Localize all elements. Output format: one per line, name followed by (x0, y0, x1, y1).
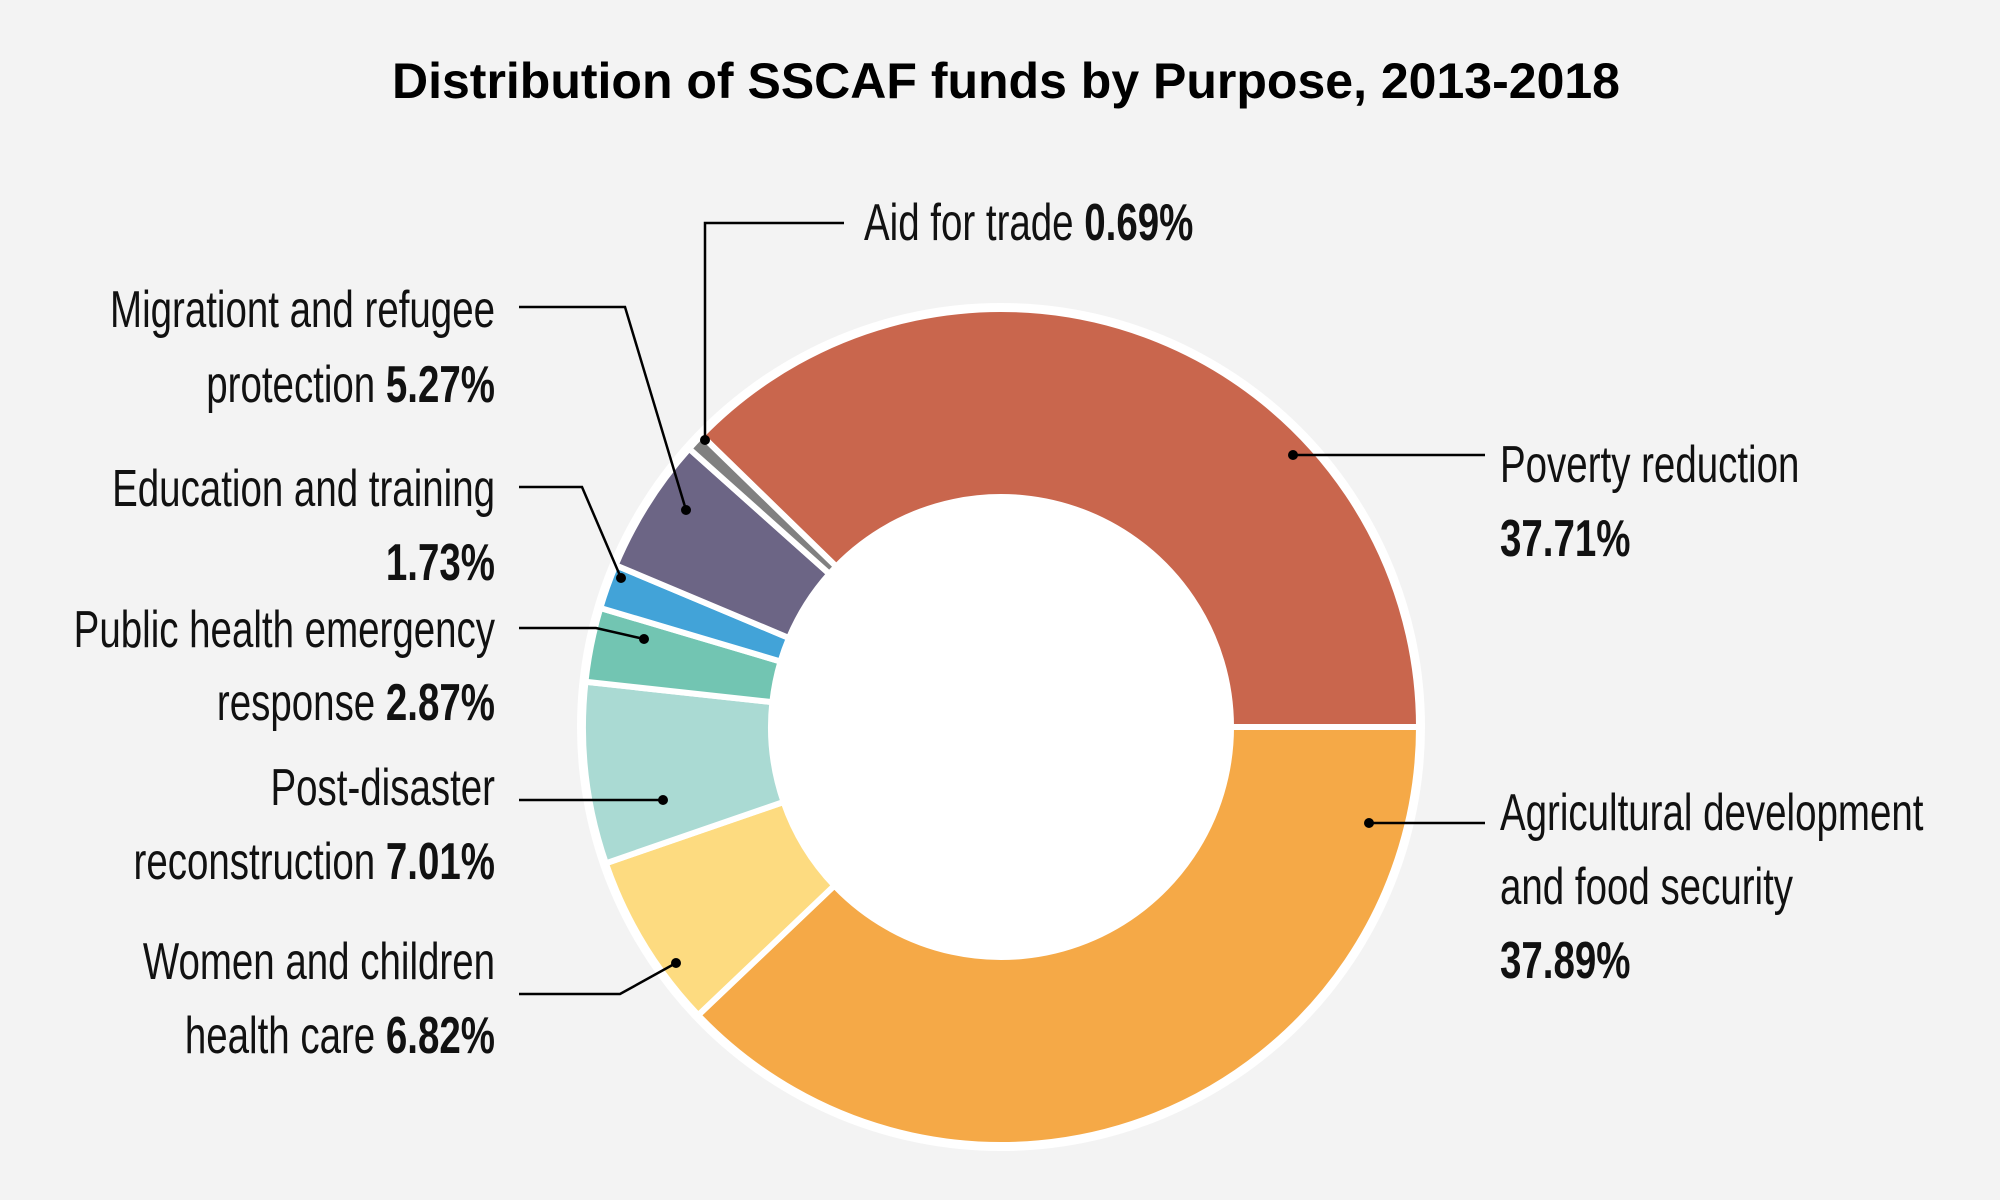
data-label: 7.01% (386, 832, 495, 890)
leader-dot-aid (700, 435, 710, 445)
label-text: Agricultural development (1500, 783, 1924, 841)
data-label: 5.27% (386, 355, 495, 413)
label-text: Women and children (143, 932, 495, 990)
leader-dot-poverty (1288, 450, 1298, 460)
svg-text:Aid for trade 0.69%: Aid for trade 0.69% (864, 193, 1193, 251)
data-label: 2.87% (386, 673, 495, 731)
data-label: 6.82% (386, 1006, 495, 1064)
label-women: Women and children health care 6.82% (143, 932, 495, 1064)
slice-poverty-reduction (697, 306, 1423, 730)
label-migration: Migrationt and refugee protection 5.27% (110, 280, 495, 413)
slice-agricultural-development-and-food-security (693, 724, 1423, 1149)
svg-text:response 2.87%: response 2.87% (217, 673, 495, 731)
label-poverty: Poverty reduction 37.71% (1500, 435, 1799, 567)
leader-education (519, 485, 623, 579)
leader-dot-post-disaster (658, 795, 668, 805)
label-text: Poverty reduction (1500, 435, 1799, 493)
leader-public-health (519, 626, 645, 641)
chart-title: Distribution of SSCAF funds by Purpose, … (392, 53, 1620, 109)
label-agri: Agricultural development and food securi… (1500, 783, 1924, 989)
leader-dot-migration (681, 505, 691, 515)
donut-hole (773, 499, 1229, 955)
leader-aid (703, 221, 844, 440)
data-label: 1.73% (386, 533, 495, 591)
svg-text:reconstruction 7.01%: reconstruction 7.01% (134, 832, 495, 890)
label-public-health: Public health emergency response 2.87% (74, 600, 495, 731)
label-text: reconstruction (134, 832, 386, 890)
label-post-disaster: Post-disaster reconstruction 7.01% (134, 758, 495, 890)
leader-lines (519, 221, 1485, 996)
label-text: response (217, 673, 386, 731)
label-education: Education and training 1.73% (112, 459, 495, 591)
label-text: and food security (1500, 857, 1793, 915)
label-text: Post-disaster (270, 758, 495, 816)
leader-migration (519, 305, 688, 511)
label-text: Aid for trade (864, 193, 1084, 251)
data-label: 37.71% (1500, 509, 1630, 567)
data-label: 0.69% (1084, 193, 1193, 251)
label-aid: Aid for trade 0.69% (864, 193, 1193, 251)
leader-dot-education (616, 573, 626, 583)
label-text: protection (206, 355, 386, 413)
data-label: 37.89% (1500, 931, 1630, 989)
label-text: Migrationt and refugee (110, 280, 495, 338)
donut-slices (580, 306, 1423, 1149)
svg-text:health care 6.82%: health care 6.82% (185, 1006, 495, 1064)
label-text: health care (185, 1006, 386, 1064)
slice-aid-for-trade (684, 431, 841, 579)
label-text: Public health emergency (74, 600, 495, 658)
leader-dot-public-health (639, 634, 649, 644)
leader-women (519, 961, 677, 996)
leader-dot-women (671, 958, 681, 968)
svg-text:protection 5.27%: protection 5.27% (206, 355, 495, 413)
label-text: Education and training (112, 459, 495, 517)
leader-dot-agri (1364, 818, 1374, 828)
